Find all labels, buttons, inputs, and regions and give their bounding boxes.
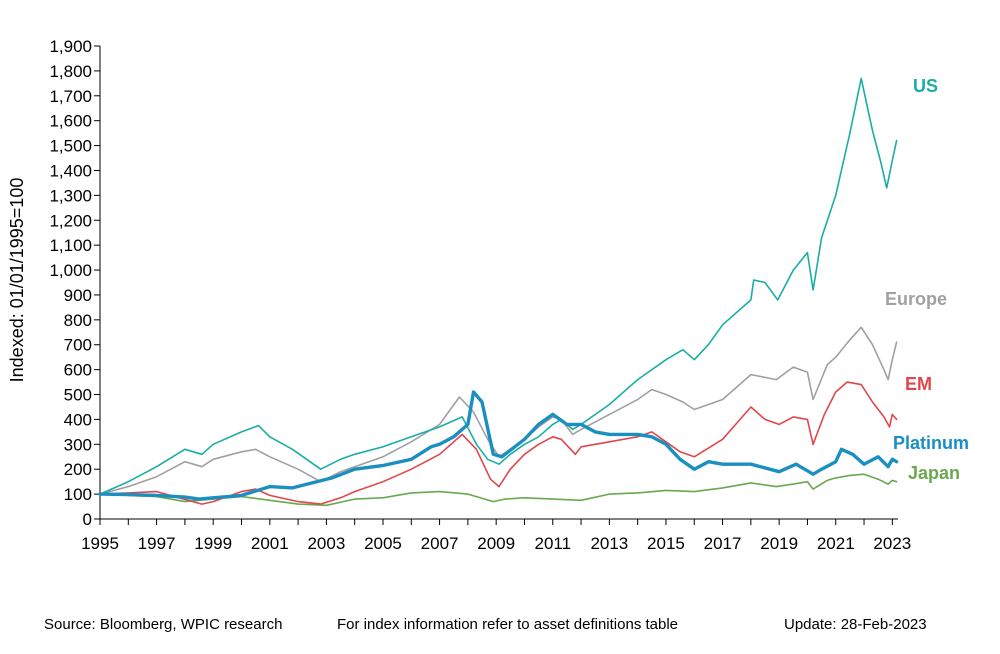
x-tick-label: 2003 [307,534,345,553]
x-tick-label: 1999 [194,534,232,553]
y-tick-label: 1,100 [49,236,92,255]
x-tick-label: 2021 [817,534,855,553]
y-tick-label: 300 [64,435,92,454]
x-tick-label: 2019 [760,534,798,553]
y-tick-label: 100 [64,485,92,504]
x-axis: 1995 1997 1999 2001 2003 2005 2007 2009 2011 2013… [81,518,911,553]
x-tick-label: 2007 [421,534,459,553]
y-tick-label: 0 [83,510,92,529]
x-tick-label: 2017 [704,534,742,553]
y-axis-title: Indexed: 01/01/1995=100 [7,178,27,383]
y-tick-label: 1,300 [49,186,92,205]
y-tick-label: 1,400 [49,161,92,180]
y-axis: 0 100 200 300 400 500 600 700 800 900 1,000 1,100 1,… [49,37,101,529]
x-tick-label: 2009 [477,534,515,553]
y-tick-label: 700 [64,336,92,355]
y-tick-label: 900 [64,286,92,305]
x-tick-label: 2013 [590,534,628,553]
x-tick-label: 2015 [647,534,685,553]
x-tick-label: 1995 [81,534,119,553]
series-line-em [99,381,898,505]
x-tick-label: 1997 [138,534,176,553]
y-tick-label: 1,800 [49,62,92,81]
y-tick-label: 1,600 [49,112,92,131]
series-label-europe: Europe [885,289,947,309]
series-lines [98,77,899,507]
x-tick-label: 2011 [534,534,571,553]
series-label-em: EM [905,374,932,394]
series-line-platinum [98,390,899,501]
x-tick-label: 2001 [251,534,289,553]
y-tick-label: 1,000 [49,261,92,280]
y-tick-label: 800 [64,311,92,330]
y-tick-label: 600 [64,361,92,380]
series-label-platinum: Platinum [893,433,969,453]
series-line-japan [99,473,898,507]
series-line-europe [99,326,898,495]
x-tick-label: 2023 [873,534,911,553]
y-tick-label: 1,700 [49,87,92,106]
index-info-note: For index information refer to asset def… [337,616,679,633]
y-tick-label: 400 [64,410,92,429]
y-tick-label: 500 [64,386,92,405]
series-labels: US Europe EM Platinum Japan [885,76,969,483]
x-tick-label: 2005 [364,534,402,553]
series-label-japan: Japan [908,463,960,483]
y-tick-label: 1,900 [49,37,92,56]
update-date: Update: 28-Feb-2023 [784,616,927,633]
source-note: Source: Bloomberg, WPIC research [44,616,283,633]
y-tick-label: 200 [64,460,92,479]
y-tick-label: 1,200 [49,211,92,230]
y-tick-label: 1,500 [49,137,92,156]
series-line-us [99,77,898,495]
series-label-us: US [913,76,938,96]
